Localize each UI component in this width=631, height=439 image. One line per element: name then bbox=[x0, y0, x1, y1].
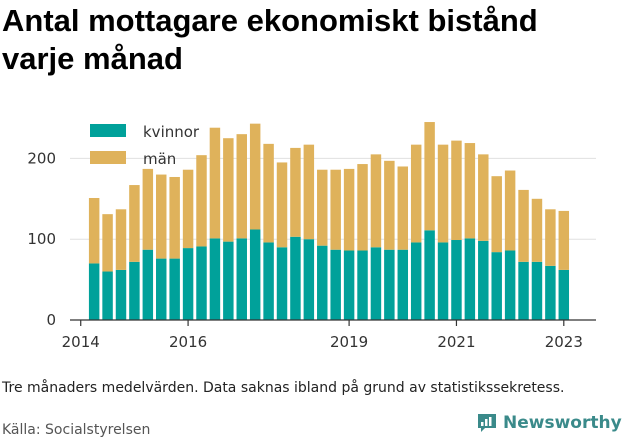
bar-kvinnor bbox=[182, 248, 194, 320]
bar-kvinnor bbox=[102, 271, 113, 320]
bar-kvinnor bbox=[196, 246, 207, 320]
bar-man bbox=[531, 198, 543, 262]
bar-man bbox=[491, 176, 502, 253]
bar-kvinnor bbox=[424, 230, 435, 320]
bar-man bbox=[249, 123, 261, 230]
bar-man bbox=[343, 168, 355, 251]
x-tick-label: 2023 bbox=[545, 333, 583, 351]
bar-man bbox=[263, 143, 274, 243]
bar-man bbox=[182, 169, 194, 249]
bar-kvinnor bbox=[504, 250, 516, 320]
newsworthy-logo[interactable]: Newsworthy bbox=[476, 410, 622, 436]
bar-kvinnor bbox=[397, 249, 409, 320]
bar-man bbox=[397, 166, 409, 250]
bar-man bbox=[504, 170, 516, 251]
bar-man bbox=[545, 209, 556, 266]
bar-kvinnor bbox=[545, 265, 556, 320]
bar-kvinnor bbox=[343, 250, 355, 320]
bar-man bbox=[384, 160, 395, 250]
newsworthy-logo-icon bbox=[478, 414, 496, 432]
legend-swatch-man bbox=[90, 151, 126, 164]
bar-man bbox=[290, 147, 301, 237]
x-tick-label: 2016 bbox=[169, 333, 207, 351]
bar-man bbox=[169, 176, 180, 259]
bar-man bbox=[223, 138, 234, 242]
bar-man bbox=[424, 122, 435, 231]
source-credit: Källa: Socialstyrelsen bbox=[2, 422, 151, 438]
bar-man bbox=[330, 169, 341, 250]
bars bbox=[88, 122, 570, 320]
bar-kvinnor bbox=[209, 238, 221, 320]
bar-kvinnor bbox=[303, 239, 315, 320]
bar-kvinnor bbox=[491, 252, 502, 320]
bar-kvinnor bbox=[370, 247, 382, 320]
bar-kvinnor bbox=[276, 247, 288, 320]
y-axis-labels: 0 100 200 bbox=[27, 149, 56, 329]
bar-kvinnor bbox=[558, 269, 570, 320]
bar-man bbox=[478, 154, 489, 241]
bar-man bbox=[558, 210, 570, 270]
bar-kvinnor bbox=[317, 245, 328, 320]
bar-man bbox=[370, 154, 382, 248]
bar-man bbox=[115, 209, 127, 270]
bar-man bbox=[518, 189, 529, 262]
bar-man bbox=[303, 144, 315, 240]
bar-man bbox=[129, 185, 140, 262]
bar-kvinnor bbox=[451, 240, 462, 320]
x-axis: 2014 2016 2019 2021 2023 bbox=[62, 319, 596, 351]
bar-kvinnor bbox=[330, 249, 341, 320]
bar-kvinnor bbox=[249, 229, 261, 320]
x-tick-label: 2021 bbox=[437, 333, 475, 351]
bar-man bbox=[102, 214, 113, 272]
bar-kvinnor bbox=[464, 238, 476, 320]
bar-kvinnor bbox=[478, 240, 489, 320]
bar-kvinnor bbox=[263, 242, 274, 320]
bar-man bbox=[410, 144, 422, 243]
bar-man bbox=[156, 174, 167, 259]
x-tick-label: 2019 bbox=[330, 333, 368, 351]
bar-man bbox=[317, 169, 328, 246]
y-tick-label: 100 bbox=[27, 230, 56, 248]
bar-kvinnor bbox=[410, 242, 422, 320]
legend-label-kvinnor: kvinnor bbox=[143, 123, 200, 141]
bar-man bbox=[451, 140, 462, 240]
bar-man bbox=[209, 127, 221, 239]
bar-kvinnor bbox=[531, 261, 543, 320]
bar-kvinnor bbox=[518, 261, 529, 320]
legend: kvinnor män bbox=[90, 123, 200, 168]
bar-man bbox=[357, 164, 368, 251]
bar-kvinnor bbox=[290, 236, 301, 320]
legend-label-man: män bbox=[143, 150, 176, 168]
bar-kvinnor bbox=[129, 261, 140, 320]
bar-kvinnor bbox=[357, 250, 368, 320]
bar-man bbox=[464, 143, 476, 239]
x-tick-label: 2014 bbox=[62, 333, 100, 351]
bar-kvinnor bbox=[223, 241, 234, 320]
bar-kvinnor bbox=[384, 249, 395, 320]
y-tick-label: 200 bbox=[27, 149, 56, 167]
bar-kvinnor bbox=[169, 258, 180, 320]
bar-kvinnor bbox=[88, 263, 100, 320]
bar-man bbox=[196, 155, 207, 247]
bar-man bbox=[142, 168, 154, 250]
bar-man bbox=[88, 197, 100, 264]
brand-name: Newsworthy bbox=[503, 413, 622, 433]
bar-man bbox=[276, 162, 288, 248]
bar-kvinnor bbox=[142, 249, 154, 320]
chart-footnote: Tre månaders medelvärden. Data saknas ib… bbox=[2, 380, 565, 396]
bar-kvinnor bbox=[115, 269, 127, 320]
bar-kvinnor bbox=[437, 242, 449, 320]
bar-man bbox=[437, 144, 449, 243]
chart-title: Antal mottagare ekonomiskt bistånd varje… bbox=[2, 3, 538, 76]
stacked-bar-chart: 0 100 200 2014 2016 2019 2021 2023 kvinnor män bbox=[27, 122, 596, 351]
bar-kvinnor bbox=[236, 238, 247, 320]
bar-man bbox=[236, 134, 247, 239]
y-tick-label: 0 bbox=[46, 311, 56, 329]
bar-kvinnor bbox=[156, 258, 167, 320]
legend-swatch-kvinnor bbox=[90, 124, 126, 137]
